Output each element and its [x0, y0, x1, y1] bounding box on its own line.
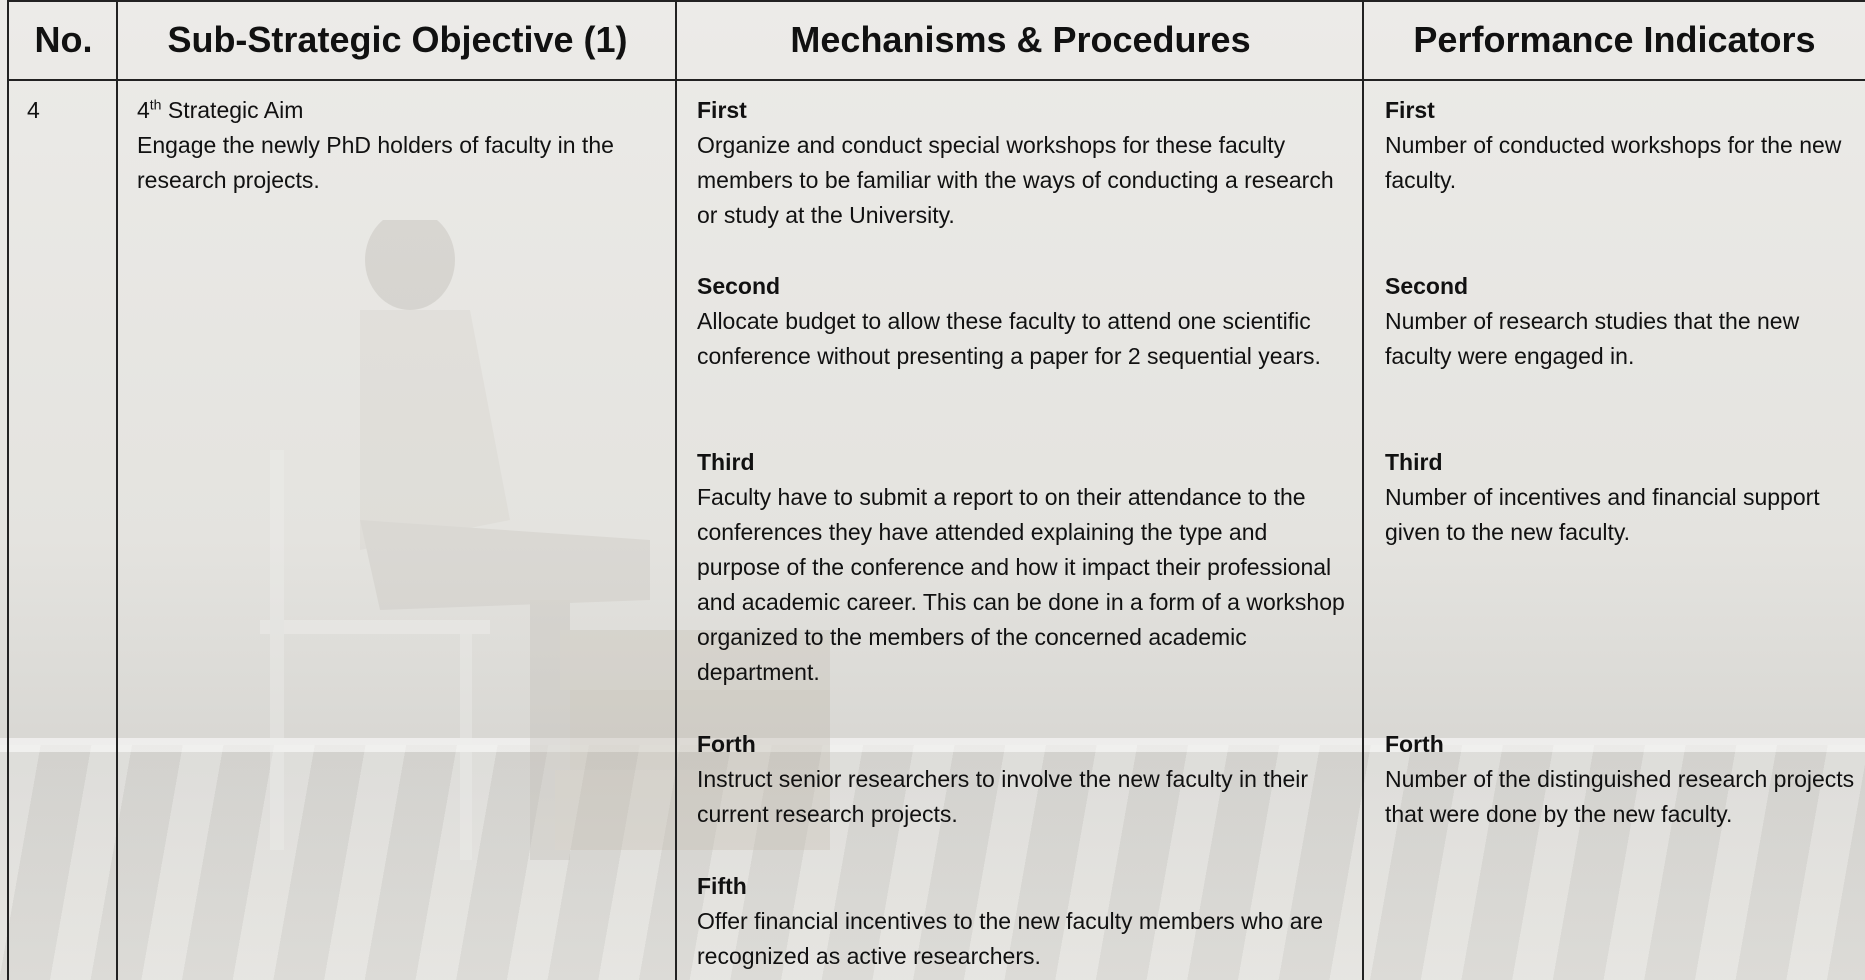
section: Second Number of research studies that th…	[1385, 269, 1855, 374]
section: First Organize and conduct special worksh…	[697, 93, 1347, 233]
section-text: Number of incentives and financial suppo…	[1385, 484, 1820, 545]
section-text: Organize and conduct special workshops f…	[697, 132, 1334, 228]
section-text: Allocate budget to allow these faculty t…	[697, 308, 1321, 369]
section-heading: Forth	[697, 731, 756, 757]
column-header: Mechanisms & Procedures	[677, 0, 1364, 81]
table-column	[7, 0, 118, 980]
section-heading: Fifth	[697, 873, 747, 899]
baseboard	[0, 738, 1865, 752]
section-heading: Third	[1385, 449, 1443, 475]
table-top-border	[7, 0, 1865, 2]
aim-suffix: th	[149, 96, 162, 113]
section-heading: Third	[697, 449, 755, 475]
table-column	[118, 0, 677, 980]
section-heading: First	[697, 97, 747, 123]
section: Fifth Offer financial incentives to the n…	[697, 869, 1347, 974]
mechanisms-cell: First Organize and conduct special worksh…	[697, 0, 1347, 980]
section-text: Number of conducted workshops for the ne…	[1385, 132, 1842, 193]
table-column	[677, 0, 1364, 980]
column-header: Performance Indicators	[1364, 0, 1865, 81]
background-illustration	[260, 220, 830, 860]
aim-number: 4	[137, 97, 150, 123]
section-text: Faculty have to submit a report to on th…	[697, 484, 1345, 685]
objective-cell: 4th Strategic Aim Engage the newly PhD h…	[137, 93, 667, 198]
indicators-cell: First Number of conducted workshops for t…	[1385, 0, 1855, 980]
section: Third Faculty have to submit a report to …	[697, 445, 1347, 690]
section: Forth Instruct senior researchers to invo…	[697, 727, 1347, 832]
section-heading: Second	[697, 273, 781, 299]
row-number: 4	[27, 97, 40, 123]
section-text: Instruct senior researchers to involve t…	[697, 766, 1309, 827]
section: First Number of conducted workshops for t…	[1385, 93, 1855, 198]
aim-label: Strategic Aim	[167, 97, 304, 123]
section-text: Number of the distinguished research pro…	[1385, 766, 1855, 827]
section: Third Number of incentives and financial …	[1385, 445, 1855, 550]
section-heading: Second	[1385, 273, 1469, 299]
section-heading: Forth	[1385, 731, 1444, 757]
section-text: Offer financial incentives to the new fa…	[697, 908, 1323, 969]
floor-background	[0, 745, 1865, 980]
section: Second Allocate budget to allow these fac…	[697, 269, 1347, 374]
aim-description: Engage the newly PhD holders of faculty …	[137, 132, 614, 193]
section: Forth Number of the distinguished researc…	[1385, 727, 1855, 832]
aim-title: 4th Strategic Aim	[137, 93, 667, 128]
section-text: Number of research studies that the new …	[1385, 308, 1800, 369]
section-heading: First	[1385, 97, 1435, 123]
column-header: No.	[7, 0, 118, 81]
column-header: Sub-Strategic Objective (1)	[118, 0, 677, 81]
